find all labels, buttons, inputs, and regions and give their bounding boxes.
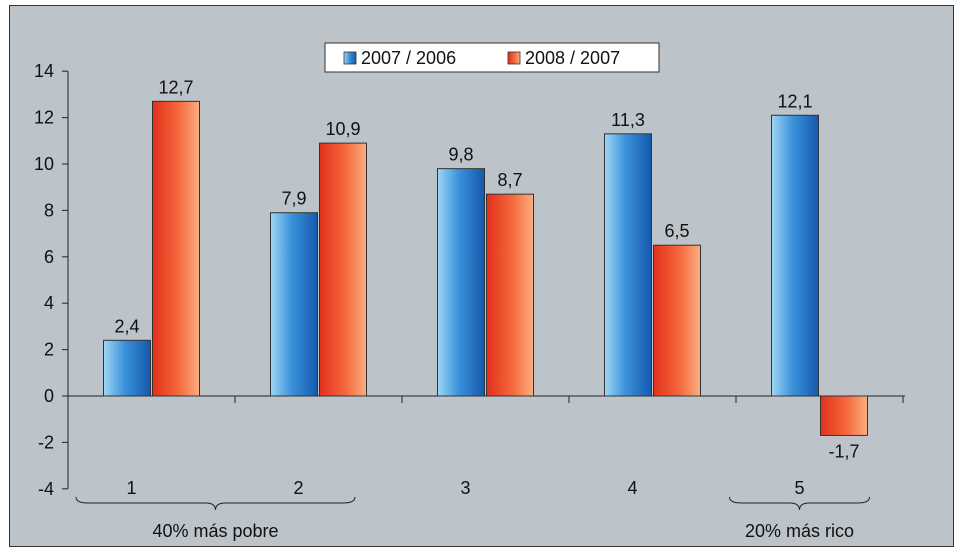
bar-series-2-cat-4 xyxy=(653,244,701,397)
x-category-label: 3 xyxy=(460,478,470,498)
y-tick-label: 0 xyxy=(44,386,54,406)
bar-series-1-cat-2 xyxy=(270,212,318,397)
legend-box xyxy=(324,42,660,73)
data-label-series-1-cat-4: 11,3 xyxy=(611,110,645,130)
bar-series-1-cat-1 xyxy=(103,339,151,397)
data-label-series-2-cat-4: 6,5 xyxy=(664,221,689,241)
x-category-label: 2 xyxy=(293,478,303,498)
data-label-series-1-cat-2: 7,9 xyxy=(281,189,306,209)
data-label-series-2-cat-1: 12,7 xyxy=(158,77,193,97)
bar-series-2-cat-2 xyxy=(319,142,367,397)
data-label-series-2-cat-5: -1,7 xyxy=(828,441,859,461)
group-brace-1 xyxy=(75,496,356,511)
bar-series-2-cat-5 xyxy=(820,395,868,436)
data-label-series-1-cat-3: 9,8 xyxy=(448,145,473,165)
y-tick-label: 10 xyxy=(34,154,54,174)
legend: 2007 / 2006 2008 / 2007 xyxy=(324,42,660,73)
bar-series-2-cat-3 xyxy=(486,193,534,397)
y-tick-label: 6 xyxy=(44,247,54,267)
x-category-label: 5 xyxy=(794,478,804,498)
group-label-1: 40% más pobre xyxy=(152,521,278,541)
y-tick-label: 4 xyxy=(44,293,54,313)
bar-series-1-cat-5 xyxy=(771,114,819,397)
x-category-label: 1 xyxy=(126,478,136,498)
group-label-2: 20% más rico xyxy=(745,521,854,541)
bar-series-2-cat-1 xyxy=(152,100,200,397)
y-tick-label: -2 xyxy=(38,432,54,452)
y-tick-label: 14 xyxy=(34,61,54,81)
data-label-series-1-cat-1: 2,4 xyxy=(114,316,139,336)
legend-swatch-series-2 xyxy=(507,51,521,65)
legend-label-series-2: 2008 / 2007 xyxy=(525,48,620,68)
data-label-series-1-cat-5: 12,1 xyxy=(777,91,812,111)
legend-swatch-series-1 xyxy=(343,51,357,65)
data-label-series-2-cat-2: 10,9 xyxy=(325,119,360,139)
y-tick-label: -4 xyxy=(38,479,54,499)
data-label-series-2-cat-3: 8,7 xyxy=(497,170,522,190)
bar-series-1-cat-3 xyxy=(437,168,485,397)
group-brace-2 xyxy=(729,496,870,511)
x-category-label: 4 xyxy=(627,478,637,498)
label-layer: 2,4 12,7 1 7,9 10,9 2 9,8 8,7 3 11,3 6,5 4 12,1 -1,7 5… xyxy=(75,77,870,541)
y-tick-label: 12 xyxy=(34,108,54,128)
y-tick-label: 8 xyxy=(44,200,54,220)
legend-label-series-1: 2007 / 2006 xyxy=(361,48,456,68)
bar-series-1-cat-4 xyxy=(604,133,652,397)
y-tick-label: 2 xyxy=(44,340,54,360)
bar-layer xyxy=(103,100,868,436)
